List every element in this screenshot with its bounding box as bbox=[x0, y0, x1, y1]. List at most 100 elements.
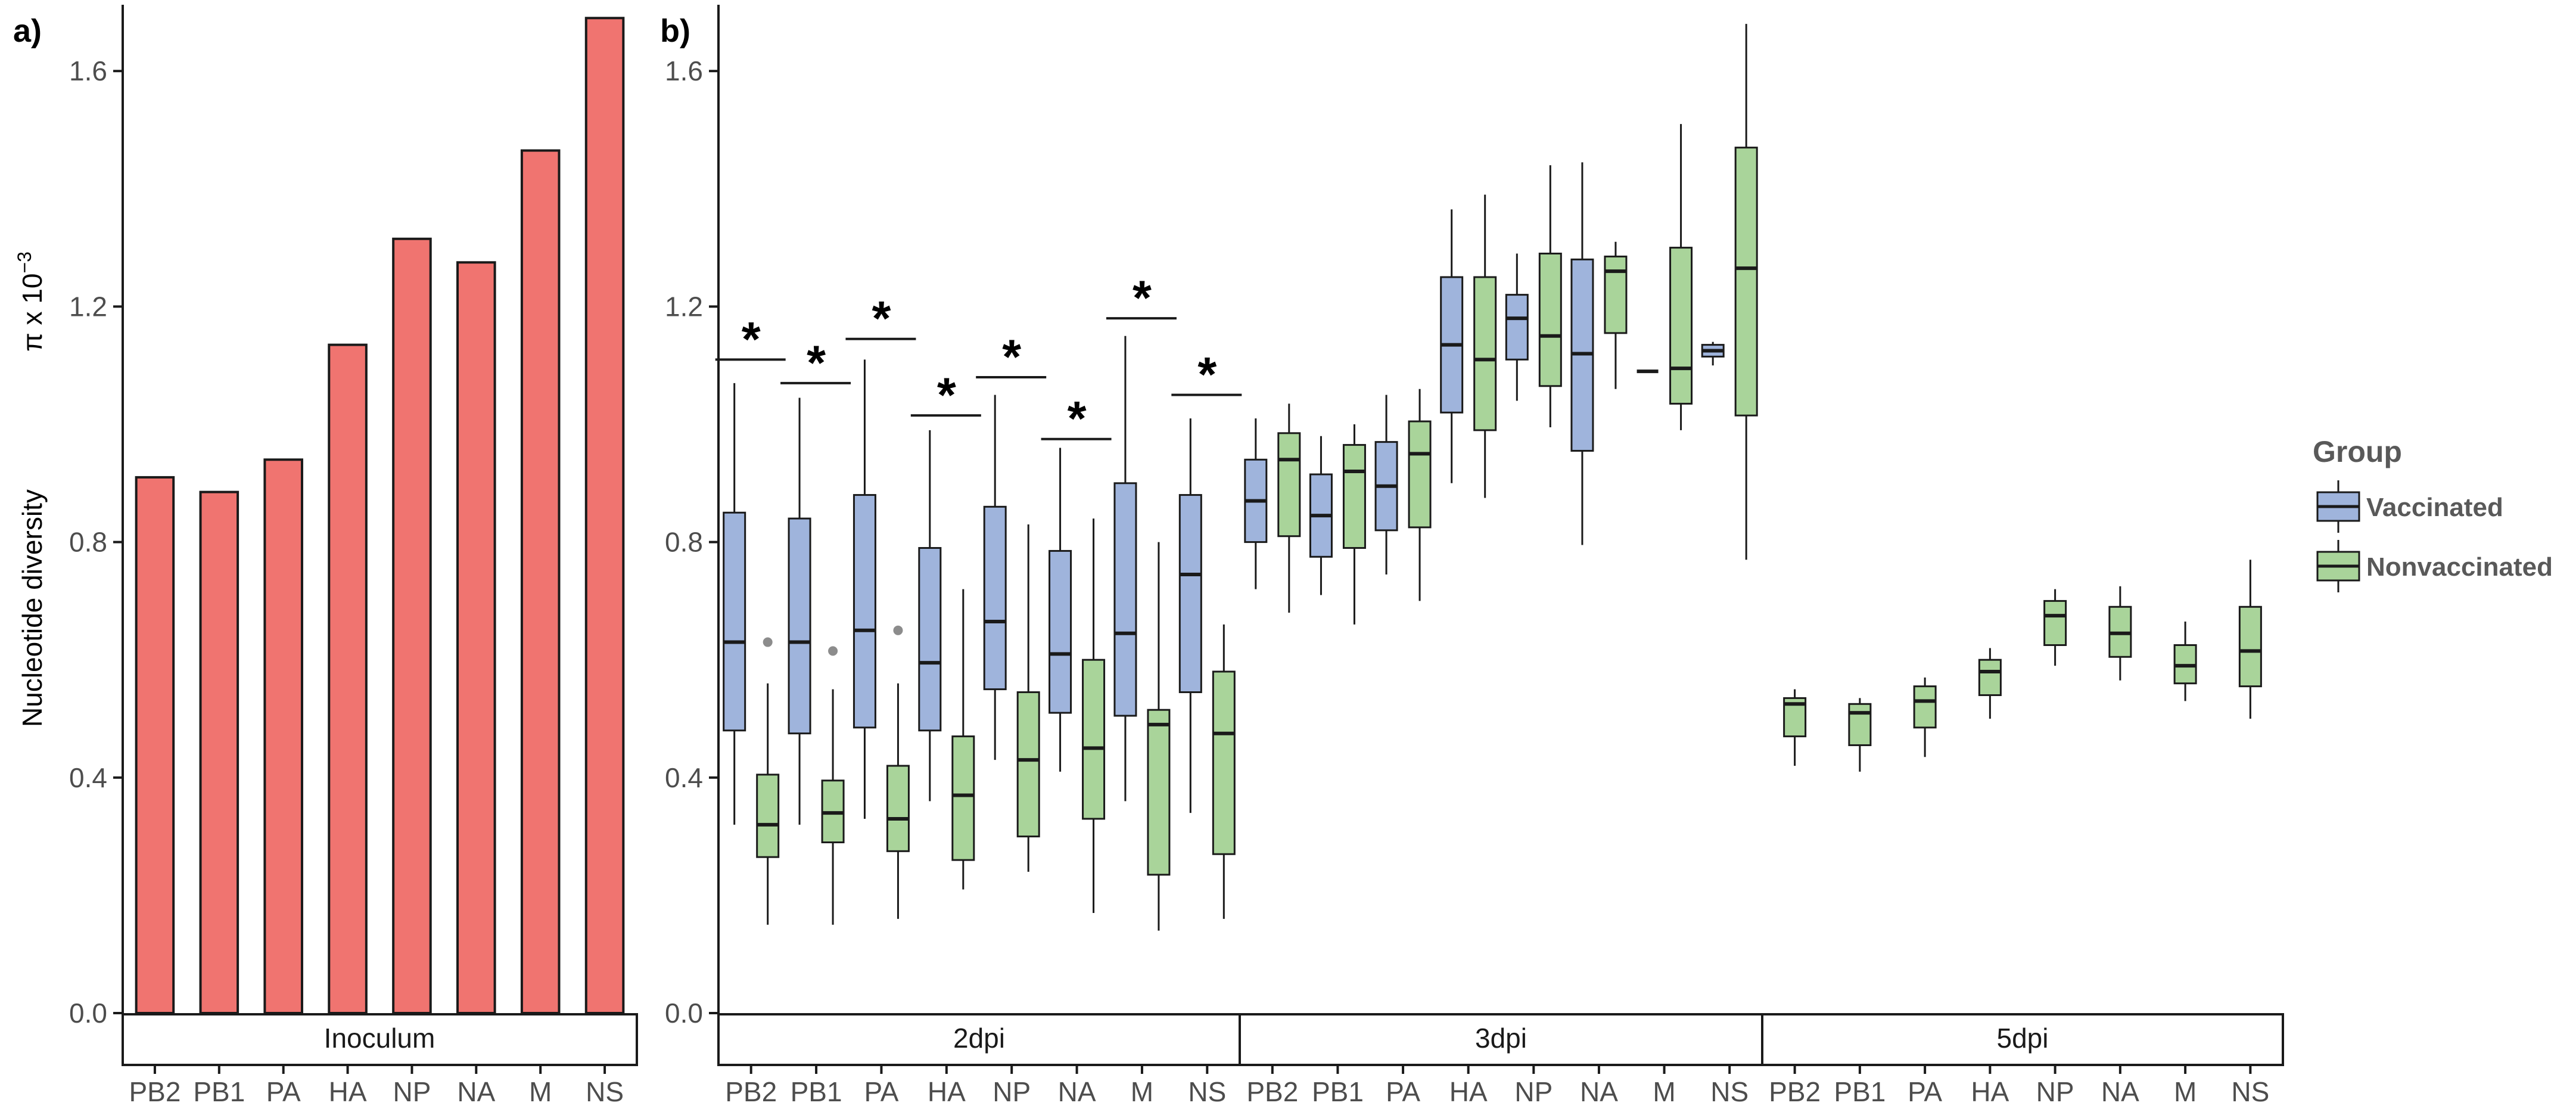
box-nonvaccinated-2dpi-HA bbox=[951, 589, 975, 890]
x-tick-label: NA bbox=[2101, 1076, 2139, 1107]
legend: Group Vaccinated Nonvaccinated bbox=[2313, 435, 2553, 592]
box-iqr bbox=[1734, 147, 1758, 417]
panel-b-significance: * * * * * * * * bbox=[715, 271, 1242, 446]
y-axis-unit-base: π x 10 bbox=[17, 274, 48, 352]
panel-b-x-axis: PB2 PB1 PA HA NP NA M NS PB2 PB1 PA HA NP NA M NS PB2 PB1… bbox=[725, 1065, 2269, 1107]
box-iqr bbox=[1113, 482, 1137, 717]
bar-np bbox=[392, 237, 432, 1014]
panel-b-label: b) bbox=[660, 13, 690, 49]
x-tick-label: PB2 bbox=[129, 1076, 181, 1107]
box-vaccinated-3dpi-PB2 bbox=[1244, 418, 1268, 589]
box-iqr bbox=[853, 494, 876, 729]
box-vaccinated-3dpi-NP bbox=[1505, 253, 1529, 401]
x-tick-label: PA bbox=[266, 1076, 301, 1107]
x-tick-label: M bbox=[1653, 1076, 1675, 1107]
significance-star: * bbox=[742, 312, 761, 367]
x-tick-label: NS bbox=[1710, 1076, 1749, 1107]
box-iqr bbox=[2043, 600, 2067, 647]
x-tick-label: PB2 bbox=[725, 1076, 777, 1107]
x-tick-label: PB1 bbox=[1312, 1076, 1364, 1107]
x-tick-label: PA bbox=[1386, 1076, 1420, 1107]
y-tick-label: 1.6 bbox=[69, 55, 107, 86]
x-tick-label: M bbox=[529, 1076, 552, 1107]
panel-a-strip bbox=[122, 1013, 638, 1066]
x-tick-label: PA bbox=[864, 1076, 898, 1107]
outlier-point bbox=[893, 625, 903, 635]
box-iqr bbox=[788, 517, 811, 735]
x-tick-label: NP bbox=[393, 1076, 431, 1107]
box-nonvaccinated-3dpi-PA bbox=[1408, 389, 1432, 601]
x-tick-label: HA bbox=[928, 1076, 966, 1107]
x-tick-label: NP bbox=[2036, 1076, 2074, 1107]
x-tick-label: PB2 bbox=[1246, 1076, 1298, 1107]
box-nonvaccinated-2dpi-NA bbox=[1082, 518, 1106, 914]
x-tick-label: NS bbox=[2231, 1076, 2269, 1107]
box-nonvaccinated-3dpi-NP bbox=[1538, 165, 1562, 427]
box-iqr bbox=[1408, 420, 1432, 529]
x-tick-label: PB1 bbox=[791, 1076, 842, 1107]
panel-a-label: a) bbox=[13, 13, 42, 49]
legend-items: Vaccinated Nonvaccinated bbox=[2316, 480, 2553, 592]
box-iqr bbox=[723, 511, 746, 732]
panel-a-bars bbox=[135, 17, 625, 1015]
legend-item-vaccinated: Vaccinated bbox=[2316, 480, 2503, 533]
box-vaccinated-2dpi-HA bbox=[918, 430, 942, 802]
box-vaccinated-3dpi-PB1 bbox=[1309, 436, 1333, 595]
significance-star: * bbox=[1133, 271, 1152, 325]
panel-a-x-axis: PB2 PB1 PA HA NP NA M NS bbox=[129, 1065, 624, 1107]
panel-a-y-axis: 0.0 0.4 0.8 1.2 1.6 bbox=[69, 5, 124, 1029]
box-vaccinated-3dpi-NS bbox=[1701, 341, 1725, 366]
strip-5dpi bbox=[1761, 1013, 2284, 1066]
strip-label: 3dpi bbox=[1475, 1023, 1527, 1054]
box-nonvaccinated-2dpi-M bbox=[1147, 542, 1171, 931]
box-iqr bbox=[918, 546, 942, 732]
panel-b-boxes bbox=[723, 24, 2262, 931]
x-tick-label: M bbox=[1131, 1076, 1153, 1107]
y-tick-label: 1.2 bbox=[69, 291, 107, 322]
box-vaccinated-2dpi-PA bbox=[853, 359, 876, 819]
y-tick-label: 0.8 bbox=[69, 527, 107, 558]
bar-pa bbox=[263, 458, 303, 1014]
box-iqr bbox=[1669, 247, 1693, 405]
bar-ha bbox=[328, 343, 368, 1014]
legend-item-nonvaccinated: Nonvaccinated bbox=[2316, 540, 2553, 592]
panel-a-strip-label: Inoculum bbox=[324, 1023, 435, 1054]
x-tick-label: HA bbox=[329, 1076, 367, 1107]
box-iqr bbox=[1147, 709, 1171, 876]
x-tick-label: HA bbox=[1449, 1076, 1488, 1107]
y-tick-label: 0.4 bbox=[665, 762, 703, 793]
box-nonvaccinated-5dpi-PB1 bbox=[1848, 698, 1872, 772]
y-tick-label: 0.0 bbox=[69, 998, 107, 1029]
x-tick-label: M bbox=[2174, 1076, 2197, 1107]
box-nonvaccinated-2dpi-PB2 bbox=[756, 637, 780, 925]
box-iqr bbox=[1342, 444, 1366, 549]
bar-pb1 bbox=[199, 490, 239, 1014]
bar-m bbox=[520, 149, 561, 1015]
box-vaccinated-2dpi-NP bbox=[983, 395, 1007, 760]
box-nonvaccinated-3dpi-PB2 bbox=[1277, 403, 1301, 613]
legend-title: Group bbox=[2313, 435, 2402, 468]
box-nonvaccinated-3dpi-NA bbox=[1604, 241, 1628, 389]
box-iqr bbox=[2238, 605, 2262, 688]
significance-star: * bbox=[1197, 348, 1217, 402]
box-vaccinated-2dpi-PB2 bbox=[723, 383, 746, 825]
x-tick-label: HA bbox=[1971, 1076, 2009, 1107]
y-tick-label: 0.4 bbox=[69, 762, 107, 793]
significance-star: * bbox=[807, 336, 826, 390]
outlier-point bbox=[828, 646, 838, 656]
y-axis-unit-exponent: −3 bbox=[14, 251, 35, 273]
panel-b-strips: 2dpi 3dpi 5dpi bbox=[717, 1013, 2284, 1066]
box-nonvaccinated-2dpi-PB1 bbox=[821, 646, 845, 925]
box-iqr bbox=[1082, 659, 1106, 820]
x-tick-label: NA bbox=[1580, 1076, 1618, 1107]
bar-pb2 bbox=[135, 476, 175, 1014]
box-nonvaccinated-3dpi-NS bbox=[1734, 24, 1758, 560]
box-vaccinated-3dpi-HA bbox=[1440, 209, 1464, 483]
panel-b: b) 0.0 0.4 0.8 1.2 1.6 * * * * * * * * 2dpi 3dpi 5dpi… bbox=[660, 5, 2284, 1107]
significance-star: * bbox=[937, 368, 956, 423]
box-vaccinated-2dpi-M bbox=[1113, 336, 1137, 802]
box-iqr bbox=[1049, 549, 1072, 714]
box-iqr bbox=[1978, 659, 2002, 696]
box-iqr bbox=[983, 505, 1007, 691]
y-tick-label: 0.0 bbox=[665, 998, 703, 1029]
